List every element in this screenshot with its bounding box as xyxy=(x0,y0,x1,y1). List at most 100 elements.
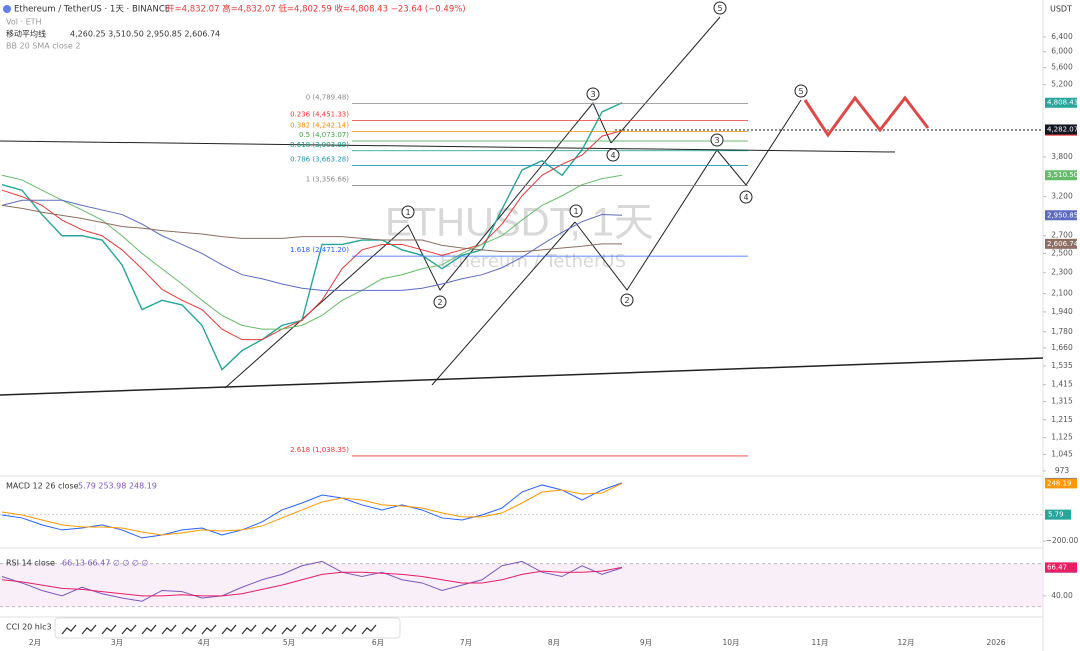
tool-icon xyxy=(361,624,377,635)
toolbar[interactable] xyxy=(54,617,401,639)
badge-label: 2,950.85 xyxy=(1047,211,1078,219)
wave-label: 1 xyxy=(405,208,410,217)
symbol: Ethereum / TetherUS · 1天 · BINANCE xyxy=(14,5,170,15)
x-tick-label: 10月 xyxy=(722,638,739,647)
x-tick-label: 11月 xyxy=(811,638,828,647)
ohlc: 开=4,832.07 高=4,832.07 低=4,802.59 收=4,808… xyxy=(166,4,466,15)
y-tick-label: 6,000 xyxy=(1051,47,1073,56)
wave-label: 5 xyxy=(798,87,803,96)
x-tick-label: 9月 xyxy=(640,638,652,647)
y-tick-label: 1,535 xyxy=(1051,361,1073,370)
price-badge xyxy=(1045,210,1077,221)
wave-label: 4 xyxy=(743,193,748,202)
y-tick-label: 1,780 xyxy=(1051,327,1073,336)
y-tick-label: 973 xyxy=(1055,466,1070,475)
y-tick-label: 1,215 xyxy=(1051,415,1073,424)
wave-circle xyxy=(794,84,808,98)
wave-circle xyxy=(401,205,415,219)
pane-values: 66.13 66.47 ∅ ∅ ∅ ∅ xyxy=(62,559,148,568)
tool-icon xyxy=(301,624,317,635)
wave-label: 4 xyxy=(610,151,615,160)
tool-icon xyxy=(341,624,357,635)
tool-icon xyxy=(261,624,277,635)
y-tick-label: 5,200 xyxy=(1051,80,1073,89)
tool-icon xyxy=(281,624,297,635)
ma-values: 4,260.25 3,510.50 2,950.85 2,606.74 xyxy=(70,30,220,39)
series-line xyxy=(1,566,623,597)
x-tick-label: 6月 xyxy=(372,638,384,647)
fib-label: 1 (3,356.66) xyxy=(306,176,350,184)
badge-label: 3,510.50 xyxy=(1047,171,1078,179)
y-tick-label: 1,660 xyxy=(1051,343,1073,352)
wave-circle xyxy=(713,1,727,15)
projection-zigzag xyxy=(803,95,930,138)
pane-title: MACD 12 26 close xyxy=(6,482,79,491)
cci-label: CCI 20 hlc3 xyxy=(6,623,52,632)
wave-circle xyxy=(710,133,724,147)
trend-line xyxy=(0,357,1044,396)
wave-circle xyxy=(620,293,634,307)
symbol-icon xyxy=(3,5,11,13)
price-badge xyxy=(1045,238,1077,249)
x-tick-label: 7月 xyxy=(460,638,472,647)
bb-label: BB 20 SMA close 2 xyxy=(6,42,80,51)
y-tick-label: 1,045 xyxy=(1051,449,1073,458)
y-tick-label: 5,600 xyxy=(1051,63,1073,72)
crosshair-badge xyxy=(1045,124,1077,135)
wave-circle xyxy=(569,204,583,218)
rsi-band xyxy=(0,563,1043,607)
currency[interactable]: USDT xyxy=(1050,5,1072,14)
price-badge xyxy=(1045,478,1077,489)
vol-label: Vol · ETH xyxy=(6,18,42,27)
x-tick-label: 3月 xyxy=(111,638,123,647)
wave-label: 2 xyxy=(624,296,629,305)
y-tick-label: 2,700 xyxy=(1051,231,1073,240)
y-tick-label: 1,940 xyxy=(1051,307,1073,316)
wave-path xyxy=(574,99,802,291)
badge-label: 4,282.07 xyxy=(1047,125,1078,133)
series-line xyxy=(1,199,623,291)
x-tick-label: 2026 xyxy=(986,638,1005,647)
x-tick-label: 12月 xyxy=(897,638,914,647)
wave-path xyxy=(610,16,721,144)
wave-circle xyxy=(739,190,753,204)
wave-label: 3 xyxy=(590,90,595,99)
tool-icon xyxy=(141,624,157,635)
y-tick-label: 3,200 xyxy=(1051,192,1073,201)
x-tick-label: 5月 xyxy=(283,638,295,647)
wave-circle xyxy=(586,87,600,101)
badge-label: 2,606.74 xyxy=(1047,240,1079,248)
tool-icon xyxy=(161,624,177,635)
fib-label: 0.5 (4,073.07) xyxy=(299,131,349,139)
y-tick-label: 6,400 xyxy=(1051,32,1073,41)
wave-circle xyxy=(606,148,620,162)
badge-label: 5.79 xyxy=(1048,511,1064,519)
series-line xyxy=(1,560,623,602)
fib-label: 1.618 (2,471.20) xyxy=(290,246,349,254)
trend-line xyxy=(0,140,896,153)
series-line xyxy=(1,482,623,539)
y-tick-label: 1,315 xyxy=(1051,397,1073,406)
y-tick-label: 2,500 xyxy=(1051,248,1073,257)
badge-label: 248.19 xyxy=(1047,479,1072,487)
tool-icon xyxy=(101,624,117,635)
tool-icon xyxy=(241,624,257,635)
pane-title: RSI 14 close xyxy=(6,559,55,568)
x-tick-label: 4月 xyxy=(198,638,210,647)
y-tick-label: 1,415 xyxy=(1051,380,1073,389)
series-line xyxy=(1,130,623,341)
badge-label: 4,808.43 xyxy=(1047,99,1078,107)
fib-label: 2.618 (1,038.35) xyxy=(290,446,349,454)
tool-icon xyxy=(81,624,97,635)
price-badge xyxy=(1045,97,1077,108)
series-line xyxy=(1,102,623,371)
tool-icon xyxy=(121,624,137,635)
y-tick-label: 40.00 xyxy=(1051,591,1073,600)
tool-icon xyxy=(61,624,77,635)
fib-label: 0.382 (4,242.14) xyxy=(290,122,349,130)
y-tick-label: −200.00 xyxy=(1046,536,1079,545)
pane-values: 5.79 253.98 248.19 xyxy=(78,482,157,491)
tool-icon xyxy=(321,624,337,635)
